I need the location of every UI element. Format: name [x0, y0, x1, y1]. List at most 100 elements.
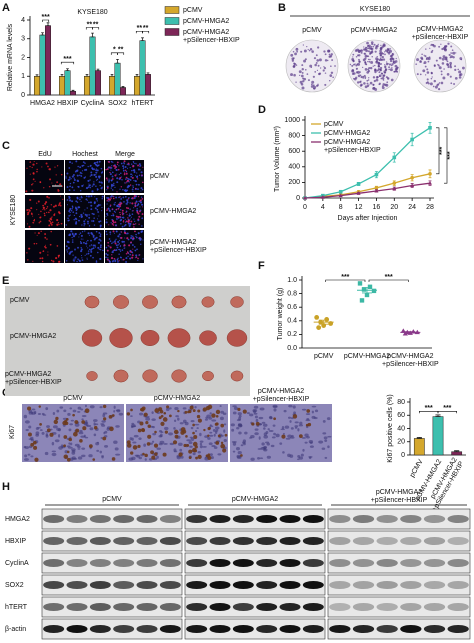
- colony: [309, 48, 313, 51]
- x-tick-label: 12: [355, 204, 363, 211]
- panel-letter: F: [258, 260, 265, 272]
- colony: [446, 73, 450, 76]
- cell: [116, 205, 119, 208]
- band: [256, 603, 278, 611]
- nucleus: [169, 442, 175, 446]
- cell: [136, 207, 138, 210]
- nucleus: [96, 441, 99, 444]
- cell: [107, 244, 109, 247]
- colony: [431, 76, 433, 78]
- nucleus: [238, 414, 242, 418]
- nucleus: [204, 418, 209, 421]
- nucleus: [254, 415, 258, 419]
- cell: [98, 248, 100, 250]
- colony: [426, 71, 430, 74]
- cell: [33, 160, 35, 163]
- colony: [434, 85, 438, 89]
- nucleus: [294, 425, 299, 428]
- cell: [80, 200, 82, 202]
- nucleus: [168, 432, 174, 436]
- cell: [137, 218, 140, 221]
- cell: [89, 175, 91, 177]
- colony: [366, 41, 369, 45]
- cell: [29, 173, 31, 175]
- colony: [438, 66, 442, 70]
- nucleus: [289, 420, 292, 423]
- cell: [57, 189, 60, 192]
- colony: [372, 45, 375, 48]
- ki67-cell: [182, 429, 187, 434]
- cell: [67, 241, 69, 243]
- ki67-cell: [55, 416, 59, 421]
- error-bar: [141, 37, 144, 42]
- plate-label: pCMV-HMGA2: [351, 27, 397, 34]
- colony: [374, 64, 376, 67]
- nucleus: [273, 408, 277, 412]
- cell: [87, 179, 90, 182]
- ki67-cell: [81, 420, 86, 424]
- cell: [79, 197, 81, 199]
- band: [136, 537, 158, 545]
- nucleus: [159, 440, 165, 444]
- band: [352, 559, 375, 567]
- cell: [118, 165, 120, 167]
- colony: [310, 83, 313, 86]
- cell: [74, 222, 78, 225]
- row-label: SOX2: [5, 582, 24, 589]
- cell: [54, 213, 56, 215]
- colony: [438, 82, 441, 84]
- ki67-cell: [75, 428, 80, 433]
- cell: [32, 222, 34, 224]
- y-tick-label: 2: [21, 54, 25, 61]
- cell: [120, 176, 123, 178]
- cell: [134, 205, 137, 208]
- band: [159, 581, 181, 589]
- cell: [80, 255, 83, 257]
- cell: [124, 182, 126, 184]
- cell: [27, 259, 29, 261]
- colony: [294, 52, 297, 56]
- cell: [134, 230, 136, 233]
- bar: [70, 91, 76, 96]
- band: [376, 603, 398, 611]
- cell: [72, 254, 74, 256]
- nucleus: [233, 406, 238, 411]
- nucleus: [260, 446, 266, 450]
- y-tick-label: 40: [397, 425, 405, 432]
- cell: [71, 208, 74, 210]
- colony: [309, 64, 313, 68]
- cell: [36, 162, 38, 165]
- cell: [81, 196, 83, 199]
- cell: [123, 231, 126, 234]
- nucleus: [39, 429, 43, 432]
- band: [376, 581, 398, 589]
- nucleus: [297, 454, 301, 458]
- nucleus: [131, 422, 135, 425]
- cell: [71, 186, 74, 189]
- cell: [99, 240, 102, 242]
- band: [352, 603, 375, 611]
- cell: [112, 224, 115, 226]
- cell: [67, 217, 69, 219]
- cell: [96, 188, 98, 190]
- cell: [115, 238, 117, 240]
- cell: [124, 166, 127, 168]
- ki67-cell: [33, 445, 38, 450]
- colony: [377, 63, 380, 66]
- cell: [121, 179, 123, 181]
- error-bar: [362, 287, 372, 294]
- cell: [120, 236, 123, 239]
- nucleus: [305, 413, 311, 415]
- nucleus: [254, 428, 259, 431]
- cell: [121, 259, 123, 261]
- cell: [42, 250, 45, 252]
- cell: [90, 220, 93, 222]
- nucleus: [209, 431, 213, 434]
- ki67-cell: [137, 428, 142, 433]
- cell: [112, 184, 115, 187]
- cell: [55, 174, 57, 176]
- band: [113, 559, 135, 567]
- colony: [328, 53, 331, 56]
- image-tile: [25, 160, 64, 193]
- ki67-cell: [111, 457, 116, 461]
